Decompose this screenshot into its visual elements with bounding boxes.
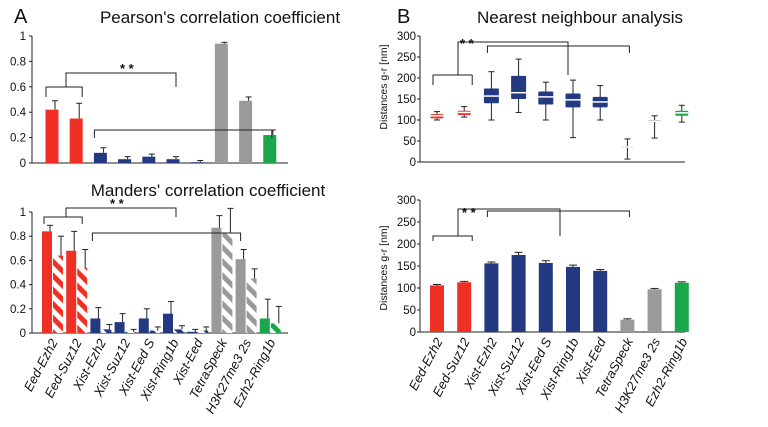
nn-bar [484, 263, 499, 332]
nn-box-significance: * * [460, 36, 475, 51]
nn-box-tick-label: 150 [397, 94, 416, 106]
pearson-title: Pearson's correlation coefficient [100, 8, 340, 27]
manders-m2-bar [77, 267, 88, 333]
manders-m2-bar [198, 330, 209, 333]
nn-box-tick-label: 200 [397, 73, 416, 85]
nn-bar-tick-label: 50 [403, 305, 416, 317]
nn-bar-bracket-top [457, 208, 561, 236]
pearson-bar [69, 118, 83, 163]
pearson-bar [214, 43, 228, 164]
manders-tick-label: 1 [20, 207, 26, 219]
manders-m1-bar [211, 227, 222, 333]
manders-m1-bar [235, 259, 246, 333]
pearson-tick-label: 0.4 [10, 107, 27, 119]
nn-bar-tick-label: 150 [397, 261, 416, 273]
pearson-bar [118, 159, 132, 163]
nn-bar [593, 270, 608, 332]
nn-bar [647, 289, 662, 332]
nn-bar [511, 255, 526, 332]
manders-m2-bar [174, 329, 184, 333]
nn-bar-tick-label: 250 [397, 217, 416, 229]
nn-bar [430, 285, 444, 332]
pearson-bar [190, 162, 204, 163]
manders-m2-bar [125, 331, 136, 333]
nn-bar [457, 282, 472, 332]
nn-box-tick-label: 300 [397, 31, 416, 43]
panel-label-a: A [14, 6, 28, 28]
nn-box-tick-label: 100 [397, 115, 416, 127]
manders-bracket-top [65, 207, 177, 217]
pearson-bracket-top [65, 72, 177, 87]
manders-m2-bar [101, 329, 112, 333]
chart-marks: 0 0.2 0.4 0.6 0.8 1 0 0.2 0.4 0.6 0.8 1 0 50 100 150 200… [10, 31, 690, 416]
manders-m2-bar [149, 330, 160, 333]
pearson-bracket-blue [93, 129, 273, 138]
manders-m1-bar [42, 231, 52, 333]
manders-title: Manders' correlation coefficient [91, 181, 326, 200]
manders-tick-label: 0 [20, 328, 26, 340]
nn-bar-ylabel: Distances g-r [nm] [378, 225, 390, 310]
nn-box-tick-label: 0 [410, 157, 416, 169]
manders-tick-label: 0.2 [10, 304, 26, 316]
nn-bar [538, 262, 553, 332]
manders-significance: * * [110, 196, 125, 211]
pearson-bar [142, 156, 156, 163]
pearson-tick-label: 0 [20, 158, 26, 170]
pearson-tick-label: 0.6 [10, 82, 26, 94]
manders-m2-bar [53, 255, 63, 333]
nn-box [511, 75, 527, 99]
pearson-bracket-red [45, 86, 83, 97]
manders-m2-bar [246, 278, 257, 333]
manders-m1-bar [90, 318, 101, 333]
nn-bar [620, 319, 635, 332]
nn-bar-significance: * * [462, 205, 477, 220]
pearson-bar [93, 152, 107, 163]
manders-bracket-blue [91, 232, 242, 241]
manders-m1-bar [66, 250, 77, 333]
nn-title: Nearest neighbour analysis [477, 8, 683, 27]
nn-box-ylabel: Distances g-r [nm] [378, 44, 390, 129]
nn-box [538, 91, 554, 105]
nn-box-tick-label: 250 [397, 52, 416, 64]
pearson-tick-label: 1 [20, 31, 26, 43]
manders-m1-bar [259, 318, 270, 333]
manders-m1-bar [114, 322, 125, 333]
nn-bar-bracket-blue [486, 210, 630, 217]
pearson-tick-label: 0.8 [10, 56, 26, 68]
manders-m1-bar [163, 313, 173, 333]
manders-tick-label: 0.6 [10, 255, 26, 267]
manders-m2-bar [270, 323, 281, 333]
manders-tick-label: 0.8 [10, 231, 26, 243]
manders-m1-bar [138, 318, 149, 333]
nn-bar [566, 266, 580, 332]
pearson-tick-label: 0.2 [10, 133, 26, 145]
nn-box-tick-label: 50 [403, 136, 416, 148]
nn-bar [674, 282, 689, 332]
panel-label-b: B [397, 6, 410, 28]
pearson-bar [166, 159, 180, 163]
nn-bar-tick-label: 200 [397, 239, 416, 251]
manders-m1-bar [187, 331, 198, 333]
nn-bar-tick-label: 300 [397, 195, 416, 207]
nn-bar-tick-label: 0 [410, 327, 416, 339]
manders-tick-label: 0.4 [10, 280, 27, 292]
nn-bar-bracket-red [432, 235, 473, 241]
manders-m2-bar [222, 232, 233, 333]
nn-box-bracket-blue [486, 45, 630, 53]
pearson-bar [263, 135, 277, 163]
nn-bar-tick-label: 100 [397, 283, 416, 295]
pearson-bar [239, 100, 253, 163]
pearson-bar [45, 109, 59, 163]
manders-bracket-red [43, 216, 83, 224]
pearson-significance: * * [120, 61, 135, 76]
nn-box-bracket-top [457, 41, 569, 75]
